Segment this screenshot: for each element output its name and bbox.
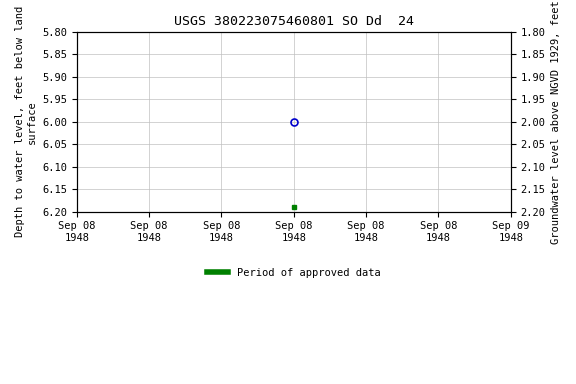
Y-axis label: Depth to water level, feet below land
surface: Depth to water level, feet below land su… (15, 6, 37, 237)
Legend: Period of approved data: Period of approved data (203, 263, 384, 282)
Title: USGS 380223075460801 SO Dd  24: USGS 380223075460801 SO Dd 24 (174, 15, 414, 28)
Y-axis label: Groundwater level above NGVD 1929, feet: Groundwater level above NGVD 1929, feet (551, 0, 561, 244)
